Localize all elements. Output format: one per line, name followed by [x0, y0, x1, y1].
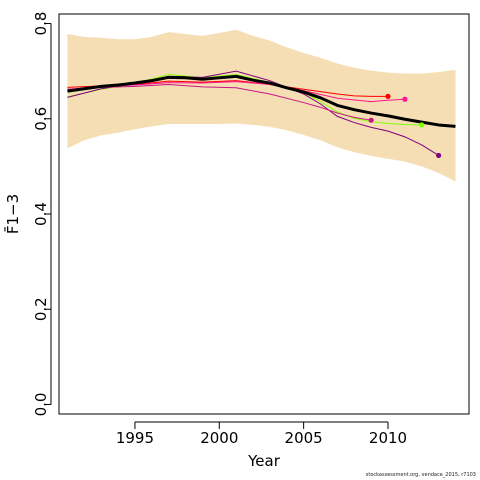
y-tick-label: 0.6: [32, 107, 50, 131]
y-tick-label: 0.0: [32, 393, 50, 417]
y-tick-label: 0.4: [32, 202, 50, 226]
x-axis: 1995 2000 2005 2010: [116, 421, 407, 447]
confidence-band: [67, 29, 456, 182]
series-end-point-3: [419, 122, 425, 128]
series-line-2: [67, 81, 405, 103]
main-series-layer: [67, 74, 456, 128]
series-end-point-1: [385, 93, 391, 99]
series-line-5: [67, 83, 372, 121]
series-end-point-2: [402, 96, 408, 102]
series-end-point-5: [368, 117, 374, 123]
plot-frame: [58, 13, 470, 415]
y-tick-label: 0.8: [32, 12, 50, 36]
x-axis-label: Year: [247, 452, 281, 470]
y-axis: 0.0 0.2 0.4 0.6 0.8: [32, 12, 52, 417]
confidence-band-layer: [67, 29, 456, 182]
x-tick-label: 2005: [285, 429, 323, 447]
x-tick-label: 2000: [200, 429, 238, 447]
y-axis-label: F̄1−3: [3, 194, 22, 234]
main-series-line: [67, 74, 456, 128]
x-tick-label: 2010: [369, 429, 407, 447]
x-tick-label: 1995: [116, 429, 154, 447]
credit-text: stockassessment.org, vendace_2015, r7103: [365, 472, 476, 478]
series-end-point-4: [436, 152, 442, 159]
marker-layer: [368, 93, 442, 159]
y-tick-label: 0.2: [32, 297, 50, 321]
